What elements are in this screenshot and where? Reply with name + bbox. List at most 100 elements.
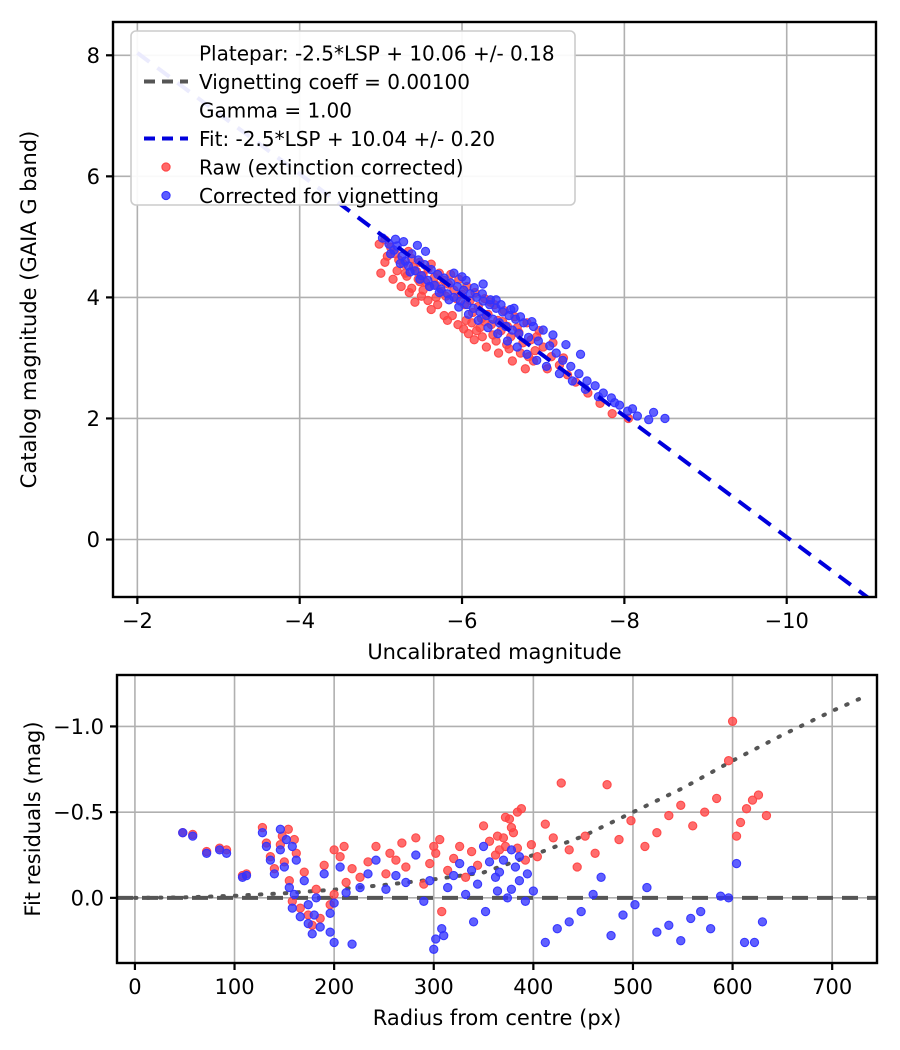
data-point	[548, 833, 558, 843]
data-point	[498, 855, 509, 865]
data-point	[528, 886, 539, 896]
data-point	[481, 342, 492, 352]
legend: Platepar: -2.5*LSP + 10.06 +/- 0.18 Vigne…	[130, 30, 576, 208]
data-point	[739, 937, 750, 948]
x-tick-label: 0	[128, 975, 141, 999]
data-point	[423, 295, 433, 306]
axes-frame	[115, 673, 879, 965]
x-tick-label: 300	[414, 975, 454, 999]
data-point	[439, 310, 449, 321]
legend-marker-red-dot	[161, 162, 171, 172]
data-point	[640, 841, 650, 852]
data-point	[453, 319, 463, 330]
data-point	[506, 884, 517, 894]
data-point	[329, 845, 339, 855]
data-point	[483, 323, 493, 333]
data-point	[325, 908, 335, 918]
data-point	[405, 267, 415, 277]
data-point	[484, 836, 495, 846]
legend-entry[interactable]: Gamma = 1.00	[199, 99, 352, 123]
data-point	[463, 329, 474, 339]
series-corrected-for-vignetting	[178, 824, 768, 954]
data-point	[257, 828, 268, 838]
data-point	[339, 841, 349, 852]
data-point	[664, 920, 674, 930]
data-point	[261, 841, 272, 852]
x-tick-label: −2	[122, 609, 153, 633]
data-point	[492, 831, 503, 841]
data-point	[551, 348, 561, 358]
data-point	[284, 882, 294, 893]
data-point	[572, 862, 582, 872]
data-point	[520, 364, 530, 374]
data-point	[407, 283, 417, 293]
x-axis-label: Radius from centre (px)	[373, 1006, 622, 1030]
data-point	[652, 828, 662, 838]
data-point	[329, 937, 339, 948]
data-point	[507, 356, 518, 366]
y-tick-label: 0	[87, 528, 100, 552]
data-point	[480, 906, 491, 917]
data-point	[582, 376, 592, 386]
data-point	[311, 884, 321, 894]
vignetting-curve	[132, 693, 870, 900]
data-point	[376, 268, 386, 278]
data-point	[502, 893, 513, 903]
data-point	[747, 795, 758, 805]
data-point	[527, 316, 537, 327]
data-point	[466, 865, 477, 876]
data-point	[533, 336, 543, 346]
y-axis-label: Catalog magnitude (GAIA G band)	[17, 131, 41, 489]
data-point	[443, 865, 453, 876]
data-point	[478, 821, 489, 831]
data-point	[347, 864, 357, 874]
legend-label: Fit: -2.5*LSP + 10.04 +/- 0.20	[199, 127, 495, 151]
data-point	[630, 900, 640, 910]
data-point	[711, 793, 722, 804]
legend-label: Raw (extinction corrected)	[199, 156, 464, 180]
data-point	[281, 834, 291, 845]
data-point	[493, 329, 503, 339]
data-point	[381, 869, 391, 879]
data-point	[454, 302, 464, 312]
data-point	[522, 869, 533, 879]
legend-entry[interactable]: Corrected for vignetting	[161, 184, 439, 208]
data-point	[596, 872, 606, 882]
data-point	[614, 834, 624, 845]
data-point	[472, 879, 483, 889]
data-point	[491, 295, 501, 305]
data-point	[412, 240, 423, 250]
data-point	[723, 893, 734, 903]
data-point	[506, 845, 517, 855]
x-tick-label: 500	[613, 975, 653, 999]
data-point	[287, 841, 297, 852]
data-point	[558, 355, 568, 365]
data-point	[319, 860, 329, 870]
data-point	[664, 810, 674, 821]
data-point	[472, 860, 483, 870]
x-tick-label: 600	[713, 975, 753, 999]
data-point	[469, 335, 479, 345]
ticks: −2 −4 −6 −8 −10 0 2 4 6 8	[87, 44, 809, 633]
data-point	[371, 841, 381, 852]
data-point	[696, 906, 706, 917]
x-tick-label: 700	[812, 975, 852, 999]
data-point	[466, 846, 477, 857]
legend-entry[interactable]: Vignetting coeff = 0.00100	[144, 70, 470, 94]
data-point	[607, 408, 617, 419]
legend-entry[interactable]: Fit: -2.5*LSP + 10.04 +/- 0.20	[144, 127, 495, 151]
data-point	[269, 869, 280, 879]
data-point	[291, 855, 301, 865]
data-point	[522, 349, 532, 359]
x-axis-label: Uncalibrated magnitude	[367, 640, 621, 664]
data-point	[391, 870, 401, 881]
legend-entry[interactable]: Platepar: -2.5*LSP + 10.06 +/- 0.18	[199, 42, 555, 66]
legend-entry[interactable]: Raw (extinction corrected)	[161, 156, 464, 180]
data-point	[439, 930, 449, 941]
legend-label: Corrected for vignetting	[199, 184, 439, 208]
data-point	[454, 841, 465, 852]
data-point	[449, 853, 459, 864]
x-tick-label: 200	[314, 975, 354, 999]
data-point	[753, 790, 764, 800]
